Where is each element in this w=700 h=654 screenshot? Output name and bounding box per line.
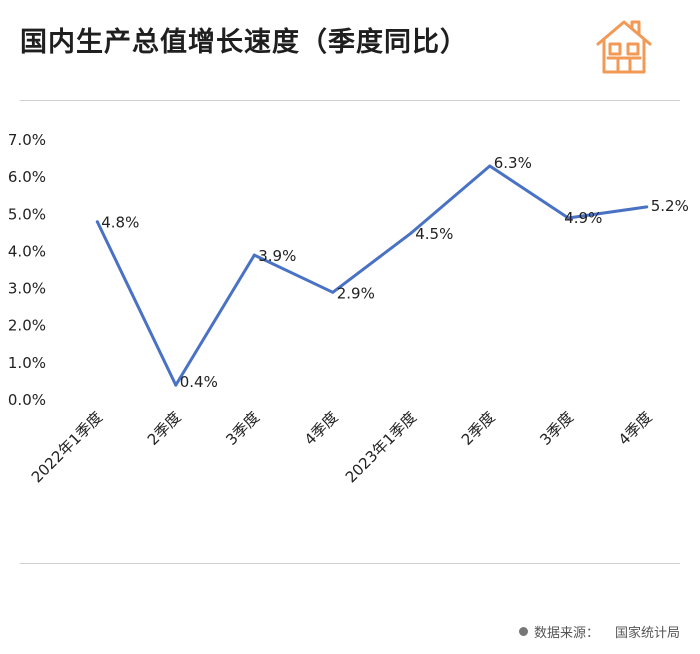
house-icon	[596, 20, 652, 74]
data-label: 5.2%	[651, 197, 689, 215]
data-point	[645, 205, 649, 209]
chart-title: 国内生产总值增长速度（季度同比）	[20, 27, 468, 58]
source-value: 国家统计局	[614, 626, 680, 641]
source-label: 数据来源：	[533, 626, 599, 641]
y-tick-label: 5.0%	[8, 205, 46, 223]
data-label: 2.9%	[337, 284, 375, 302]
x-tick-label: 2023年1季度	[342, 408, 420, 486]
data-label: 3.9%	[258, 247, 296, 265]
data-label: 4.9%	[564, 209, 602, 227]
x-tick-label: 2022年1季度	[28, 408, 106, 486]
y-tick-label: 7.0%	[8, 131, 46, 149]
data-point	[331, 290, 335, 294]
y-tick-label: 4.0%	[8, 242, 46, 260]
data-label: 4.5%	[415, 225, 453, 243]
y-tick-label: 6.0%	[8, 168, 46, 186]
x-tick-label: 3季度	[536, 408, 577, 449]
divider-top	[20, 100, 680, 101]
data-label: 0.4%	[180, 373, 218, 391]
x-tick-label: 4季度	[301, 408, 342, 449]
x-tick-label: 4季度	[615, 408, 656, 449]
data-point	[488, 164, 492, 168]
data-point	[95, 220, 99, 224]
source-note: 数据来源： 国家统计局	[518, 622, 680, 641]
y-tick-label: 3.0%	[8, 280, 46, 298]
series-line	[95, 164, 648, 387]
data-point	[174, 383, 178, 387]
data-label: 6.3%	[494, 154, 532, 172]
x-tick-label: 2季度	[144, 408, 185, 449]
data-point	[252, 253, 256, 257]
data-label: 4.8%	[101, 214, 139, 232]
y-tick-label: 0.0%	[8, 391, 46, 409]
data-point	[566, 216, 570, 220]
divider-bottom	[20, 563, 680, 564]
y-tick-label: 2.0%	[8, 317, 46, 335]
bullet-icon	[518, 627, 528, 636]
data-point	[409, 231, 413, 235]
x-tick-label: 2季度	[458, 408, 499, 449]
x-tick-label: 3季度	[222, 408, 263, 449]
y-tick-label: 1.0%	[8, 354, 46, 372]
